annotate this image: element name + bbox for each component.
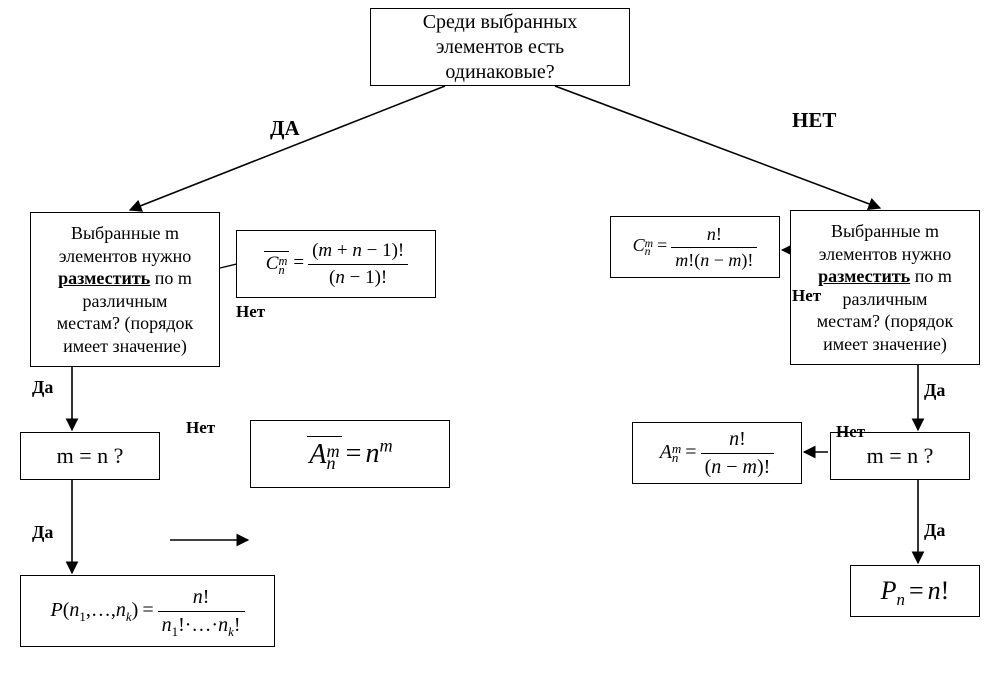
text: разместить bbox=[818, 266, 910, 286]
flowchart-stage: Среди выбранных элементов есть одинаковы… bbox=[0, 0, 1006, 683]
node-a-bar: Amn=nm bbox=[250, 420, 450, 488]
label-da-right-q: Да bbox=[924, 380, 945, 401]
text: элементов нужно bbox=[819, 244, 951, 264]
label-da-left-q: Да bbox=[32, 377, 53, 398]
text: m = n ? bbox=[867, 442, 934, 470]
label-da-right-mn: Да bbox=[924, 520, 945, 541]
text: местам? (порядок bbox=[57, 313, 194, 333]
text: различным bbox=[843, 289, 928, 309]
label-net-left-q: Нет bbox=[236, 302, 265, 322]
text: элементов есть bbox=[436, 36, 564, 58]
text: по m bbox=[910, 266, 952, 286]
text: по m bbox=[150, 268, 192, 288]
label-da-top-left: ДА bbox=[270, 116, 300, 141]
text: одинаковые? bbox=[445, 61, 554, 83]
node-left-mn: m = n ? bbox=[20, 432, 160, 480]
text: Выбранные m bbox=[831, 221, 939, 241]
label-net-right-mn: Нет bbox=[836, 422, 865, 442]
text: Выбранные m bbox=[71, 223, 179, 243]
text: различным bbox=[83, 291, 168, 311]
text: элементов нужно bbox=[59, 246, 191, 266]
node-left-question: Выбранные m элементов нужно разместить п… bbox=[30, 212, 220, 367]
node-c-bar: Cmn=(m + n − 1)!(n − 1)! bbox=[236, 230, 436, 298]
label-net-left-mn: Нет bbox=[186, 418, 215, 438]
text: m = n ? bbox=[57, 442, 124, 470]
text: разместить bbox=[58, 268, 150, 288]
node-p-multi: P(n1,…,nk)=n!n1!·…·nk! bbox=[20, 575, 275, 647]
text: имеет значение) bbox=[63, 336, 187, 356]
node-p-n: Pn=n! bbox=[850, 565, 980, 617]
node-c-plain: Cmn=n!m!(n − m)! bbox=[610, 216, 780, 278]
node-a-plain: Amn=n!(n − m)! bbox=[632, 422, 802, 484]
node-root: Среди выбранных элементов есть одинаковы… bbox=[370, 8, 630, 86]
label-net-top-right: НЕТ bbox=[792, 108, 836, 133]
text: Среди выбранных bbox=[423, 11, 578, 33]
label-net-right-q: Нет bbox=[792, 286, 821, 306]
label-da-left-mn: Да bbox=[32, 522, 53, 543]
text: местам? (порядок bbox=[817, 311, 954, 331]
text: имеет значение) bbox=[823, 334, 947, 354]
